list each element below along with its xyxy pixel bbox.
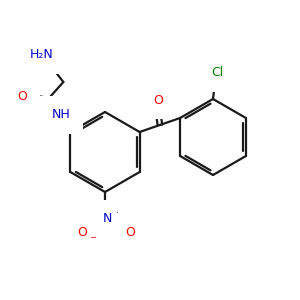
Text: N: N (102, 212, 112, 226)
Text: −: − (89, 233, 96, 242)
Text: O: O (125, 226, 135, 238)
Text: NH: NH (52, 109, 71, 122)
Text: O: O (17, 91, 27, 103)
Text: +: + (113, 211, 120, 220)
Text: Cl: Cl (211, 67, 223, 80)
Text: O: O (77, 226, 87, 238)
Text: O: O (153, 94, 163, 106)
Text: H₂N: H₂N (29, 49, 53, 62)
